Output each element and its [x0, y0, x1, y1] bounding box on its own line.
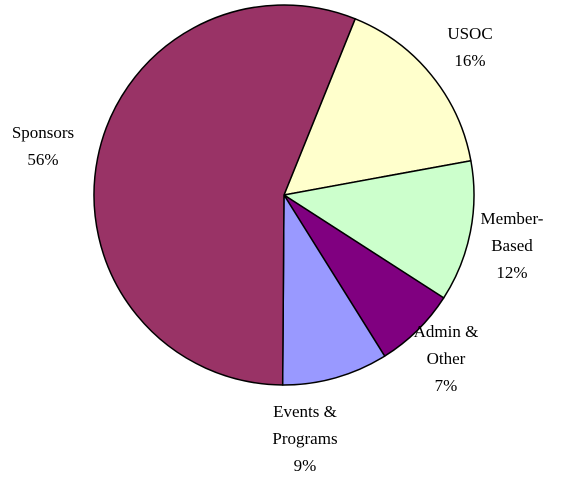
value-label: 16% — [454, 51, 486, 70]
category-name: Member-Based — [480, 209, 544, 255]
value-label: 12% — [496, 263, 528, 282]
category-name: Events & Programs — [272, 402, 338, 448]
pie-slice — [93, 4, 357, 386]
pie-slice — [281, 192, 386, 386]
value-label: 9% — [293, 456, 317, 475]
slice-label: Admin & Other 7% — [411, 318, 481, 399]
slice-label: Events & Programs 9% — [263, 398, 348, 479]
slice-label: Sponsors 56% — [0, 119, 88, 173]
category-name: USOC — [447, 24, 493, 43]
pie-slice — [282, 159, 475, 299]
category-name: Admin & Other — [413, 322, 479, 368]
value-label: 56% — [27, 150, 59, 169]
value-label: 7% — [434, 376, 458, 395]
pie-slice — [282, 17, 472, 196]
slice-label: USOC 16% — [430, 20, 510, 74]
category-name: Sponsors — [11, 123, 75, 142]
slice-label: Member-Based 12% — [476, 205, 548, 286]
